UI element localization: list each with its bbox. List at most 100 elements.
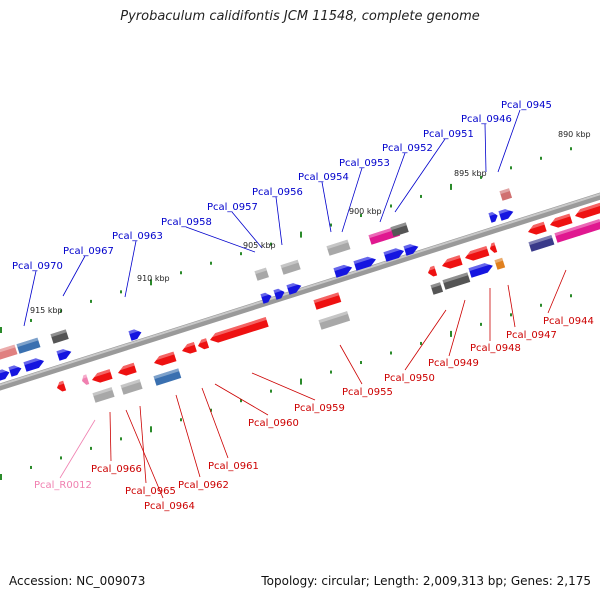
label-leader-lines [23, 109, 567, 499]
gene-label-pcal-0951[interactable]: Pcal_0951 [423, 129, 474, 140]
reverse-gene-feature[interactable] [208, 317, 269, 345]
scale-tick [90, 446, 92, 450]
label-leader-line [62, 255, 86, 297]
reverse-gene-feature[interactable] [92, 387, 115, 403]
reverse-gene-feature[interactable] [180, 341, 197, 356]
scale-tick [0, 474, 2, 480]
gene-label-pcal-0944[interactable]: Pcal_0944 [543, 316, 594, 327]
scale-marker-890: 890 kbp [558, 130, 591, 139]
gene-label-pcal-0965[interactable]: Pcal_0965 [125, 486, 176, 497]
gene-label-pcal-r0012[interactable]: Pcal_R0012 [34, 480, 92, 491]
reverse-gene-feature[interactable] [153, 368, 182, 386]
gene-label-pcal-0966[interactable]: Pcal_0966 [91, 464, 142, 475]
forward-gene-feature[interactable] [383, 246, 405, 262]
gene-label-pcal-0948[interactable]: Pcal_0948 [470, 343, 521, 354]
forward-gene-feature[interactable] [0, 367, 11, 381]
label-leader-line [125, 409, 164, 499]
label-leader-line [404, 309, 447, 371]
forward-gene-feature[interactable] [499, 188, 513, 201]
reverse-gene-feature[interactable] [196, 338, 210, 351]
reverse-gene-feature[interactable] [573, 202, 600, 221]
gene-label-pcal-0963[interactable]: Pcal_0963 [112, 231, 163, 242]
scale-tick [60, 309, 62, 313]
gene-label-pcal-0952[interactable]: Pcal_0952 [382, 143, 433, 154]
forward-gene-feature[interactable] [280, 259, 301, 275]
scale-tick [390, 204, 392, 208]
forward-gene-feature[interactable] [56, 346, 72, 361]
forward-gene-feature[interactable] [50, 329, 69, 344]
forward-gene-feature[interactable] [254, 267, 269, 281]
reverse-gene-feature[interactable] [80, 374, 90, 385]
reverse-gene-feature[interactable] [494, 257, 506, 270]
reverse-gene-feature[interactable] [440, 255, 463, 271]
scale-marker-910: 910 kbp [137, 274, 170, 283]
reverse-gene-feature[interactable] [152, 351, 177, 368]
forward-gene-feature[interactable] [498, 206, 514, 221]
gene-label-pcal-0947[interactable]: Pcal_0947 [506, 330, 557, 341]
reverse-gene-feature[interactable] [120, 379, 143, 395]
scale-tick [60, 456, 62, 460]
gene-label-pcal-0959[interactable]: Pcal_0959 [294, 403, 345, 414]
scale-tick [240, 399, 242, 403]
forward-gene-feature[interactable] [488, 210, 499, 223]
forward-gene-feature[interactable] [260, 291, 273, 304]
gene-label-pcal-0964[interactable]: Pcal_0964 [144, 501, 195, 512]
reverse-gene-feature[interactable] [526, 221, 547, 237]
reverse-gene-feature[interactable] [488, 242, 498, 253]
forward-gene-feature[interactable] [286, 280, 302, 295]
label-leader-line [547, 269, 567, 314]
reverse-gene-feature[interactable] [468, 260, 494, 278]
reverse-gene-feature[interactable] [55, 380, 67, 393]
gene-label-pcal-0967[interactable]: Pcal_0967 [63, 246, 114, 257]
gene-label-pcal-0955[interactable]: Pcal_0955 [342, 387, 393, 398]
gene-label-pcal-0958[interactable]: Pcal_0958 [161, 217, 212, 228]
genome-backbone [0, 192, 600, 391]
reverse-gene-feature[interactable] [313, 292, 342, 310]
reverse-gene-feature[interactable] [528, 234, 555, 252]
reverse-gene-feature[interactable] [576, 218, 600, 236]
reverse-gene-feature[interactable] [426, 265, 438, 278]
gene-label-pcal-0954[interactable]: Pcal_0954 [298, 172, 349, 183]
reverse-gene-feature[interactable] [318, 311, 351, 330]
forward-gene-feature[interactable] [403, 241, 419, 256]
reverse-gene-feature[interactable] [554, 225, 581, 243]
scale-tick [480, 175, 482, 179]
scale-tick [510, 166, 512, 170]
scale-tick [180, 418, 182, 422]
forward-gene-feature[interactable] [326, 239, 351, 256]
gene-label-pcal-0946[interactable]: Pcal_0946 [461, 114, 512, 125]
label-leader-line [175, 394, 201, 478]
scale-tick [300, 378, 302, 385]
gene-label-pcal-0970[interactable]: Pcal_0970 [12, 261, 63, 272]
gene-label-pcal-0961[interactable]: Pcal_0961 [208, 461, 259, 472]
scale-tick [480, 322, 482, 326]
scale-tick [270, 389, 272, 393]
reverse-gene-feature[interactable] [90, 369, 113, 385]
scale-marker-915: 915 kbp [30, 306, 63, 315]
forward-gene-feature[interactable] [353, 254, 377, 271]
gene-label-pcal-0945[interactable]: Pcal_0945 [501, 100, 552, 111]
gene-label-pcal-0957[interactable]: Pcal_0957 [207, 202, 258, 213]
scale-tick [360, 214, 362, 218]
scale-tick [150, 426, 152, 433]
reverse-gene-feature[interactable] [116, 362, 137, 378]
scale-tick [540, 303, 542, 307]
gene-label-pcal-0956[interactable]: Pcal_0956 [252, 187, 303, 198]
forward-gene-feature[interactable] [0, 344, 18, 361]
forward-gene-feature[interactable] [23, 356, 45, 372]
forward-gene-feature[interactable] [390, 222, 409, 237]
forward-gene-feature[interactable] [128, 327, 142, 341]
gene-label-pcal-0949[interactable]: Pcal_0949 [428, 358, 479, 369]
gene-label-pcal-0962[interactable]: Pcal_0962 [178, 480, 229, 491]
gene-label-pcal-0950[interactable]: Pcal_0950 [384, 373, 435, 384]
forward-gene-feature[interactable] [8, 363, 22, 377]
reverse-gene-feature[interactable] [548, 213, 573, 230]
reverse-gene-feature[interactable] [430, 282, 444, 295]
reverse-gene-feature[interactable] [463, 245, 490, 263]
forward-gene-feature[interactable] [16, 337, 41, 354]
forward-gene-feature[interactable] [273, 287, 286, 300]
reverse-gene-feature[interactable] [442, 272, 471, 290]
gene-label-pcal-0953[interactable]: Pcal_0953 [339, 158, 390, 169]
gene-label-pcal-0960[interactable]: Pcal_0960 [248, 418, 299, 429]
forward-gene-feature[interactable] [333, 262, 353, 278]
